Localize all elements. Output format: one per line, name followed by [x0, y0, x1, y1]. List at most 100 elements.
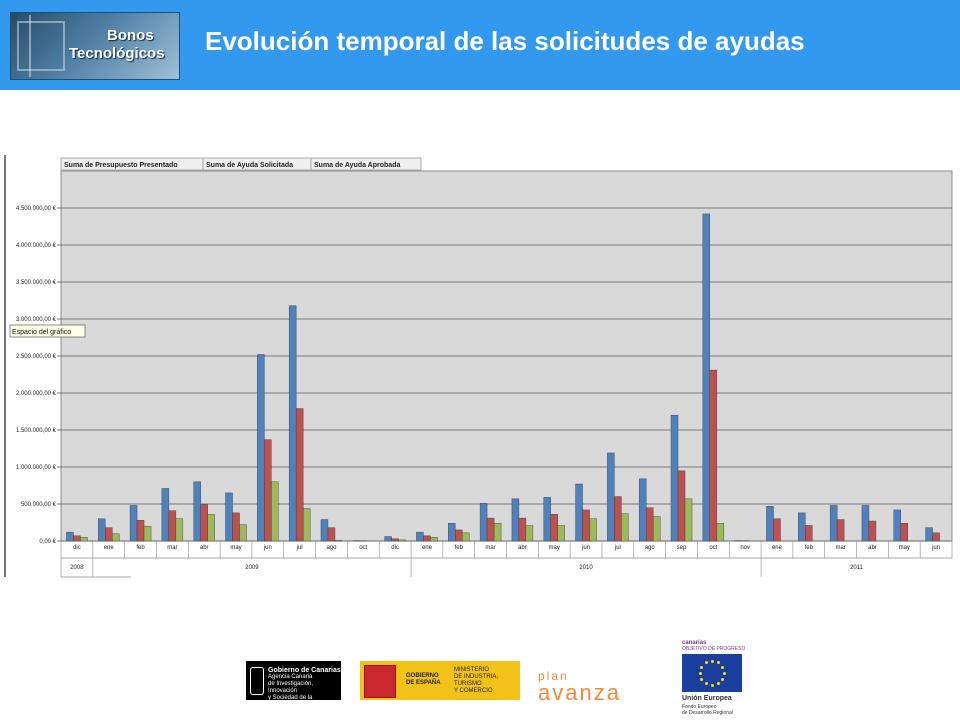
logo-text-line2: Tecnológicos [69, 45, 165, 62]
bar [448, 523, 456, 542]
bar [168, 510, 177, 542]
eu-top2: OBJETIVO DE PROGRESO [682, 646, 746, 652]
x-tick-label: feb [136, 545, 145, 551]
bar [161, 488, 170, 542]
bar [773, 518, 781, 542]
eu-top1: canarias [682, 640, 707, 646]
bar [805, 525, 813, 542]
eu-star-icon [720, 665, 724, 669]
y-tick-label: 3.500.000,00 € [16, 280, 57, 286]
bar [302, 508, 311, 542]
year-label: 2009 [245, 565, 259, 571]
gc-line2: Agencia Canaria [268, 674, 313, 680]
bar [684, 498, 693, 542]
bar [334, 540, 343, 542]
y-tick-label: 2.000.000,00 € [16, 391, 57, 397]
bar [129, 505, 138, 542]
bar [73, 535, 81, 542]
x-tick-label: jul [614, 545, 621, 551]
x-tick-label: abr [518, 545, 527, 551]
year-label: 2010 [579, 565, 593, 571]
legend-label: Suma de Presupuesto Presentado [64, 162, 178, 169]
bar [479, 503, 488, 542]
x-tick-label: jun [931, 545, 940, 551]
bar [575, 483, 583, 542]
x-tick-label: mar [835, 545, 845, 551]
y-tick-label: 4.500.000,00 € [16, 206, 57, 212]
eu-sub2: de Desarrollo Regional [682, 710, 733, 716]
bar [327, 527, 336, 542]
bar [543, 497, 551, 542]
bar [232, 512, 240, 542]
gc-line1: Gobierno de Canarias [268, 667, 341, 674]
ge-min1: MINISTERIO [454, 667, 490, 673]
bar [511, 498, 520, 542]
bar [614, 496, 622, 542]
chart-left-border [4, 155, 6, 577]
avanza-word: avanza [538, 680, 621, 705]
eu-flag-icon [682, 654, 742, 692]
eu-star-icon [722, 671, 726, 675]
x-tick-label: mar [485, 545, 495, 551]
bar [861, 505, 870, 542]
eu-star-icon [704, 661, 708, 665]
eu-star-icon [700, 665, 704, 669]
x-tick-label: abr [200, 545, 209, 551]
plan-word: plan [538, 669, 569, 683]
x-tick-label: feb [805, 545, 814, 551]
logo-graphic [17, 21, 65, 71]
bar [798, 512, 806, 542]
y-tick-label: 0,00 € [39, 539, 56, 545]
bar [143, 526, 152, 542]
x-tick-label: ago [326, 545, 337, 551]
legend-label: Suma de Ayuda Solicitada [206, 162, 293, 169]
bar [391, 538, 399, 542]
legend-label: Suma de Ayuda Aprobada [314, 162, 400, 169]
chart-tooltip [9, 324, 86, 338]
bar [525, 525, 534, 542]
bar [766, 506, 774, 542]
bar [320, 519, 329, 542]
bar [868, 520, 877, 542]
bar [98, 518, 106, 542]
x-tick-label: nov [740, 545, 750, 551]
x-tick-label: mar [167, 545, 177, 551]
bar [462, 532, 470, 542]
bar [702, 213, 711, 542]
ge-label1: GOBIERNO [406, 673, 439, 679]
year-label: 2008 [70, 565, 84, 571]
x-tick-label: ene [422, 545, 433, 551]
x-tick-label: jun [581, 545, 590, 551]
bar [550, 514, 558, 542]
bar [652, 516, 661, 542]
bar [423, 535, 431, 542]
bar [582, 509, 590, 542]
bar [645, 507, 654, 542]
x-tick-label: jul [296, 545, 303, 551]
gc-line4: y Sociedad de la Información [268, 695, 313, 708]
x-tick-label: dic [73, 545, 81, 551]
spain-coat-of-arms-icon [364, 665, 396, 698]
bar [264, 439, 272, 542]
bar [239, 524, 247, 542]
gc-line3: de Investigación, Innovación [268, 681, 314, 694]
bar [257, 354, 265, 542]
x-tick-label: may [230, 545, 241, 551]
sponsor-logos: Gobierno de Canarias Agencia Canaria de … [0, 640, 960, 720]
tooltip-text: Espacio del gráfico [12, 329, 71, 336]
x-tick-label: ene [104, 545, 115, 551]
eu-star-icon [716, 681, 720, 685]
x-tick-label: abr [868, 545, 877, 551]
y-tick-label: 4.000.000,00 € [16, 243, 57, 249]
eu-star-icon [698, 671, 702, 675]
bar [136, 520, 145, 542]
eu-star-icon [700, 677, 704, 681]
bar [80, 537, 88, 542]
legend-item [310, 157, 422, 171]
x-tick-label: may [899, 545, 910, 551]
bar [430, 537, 438, 542]
x-tick-label: feb [455, 545, 464, 551]
x-tick-label: sep [677, 545, 687, 551]
bar [893, 509, 901, 542]
eu-name: Unión Europea [682, 695, 732, 702]
